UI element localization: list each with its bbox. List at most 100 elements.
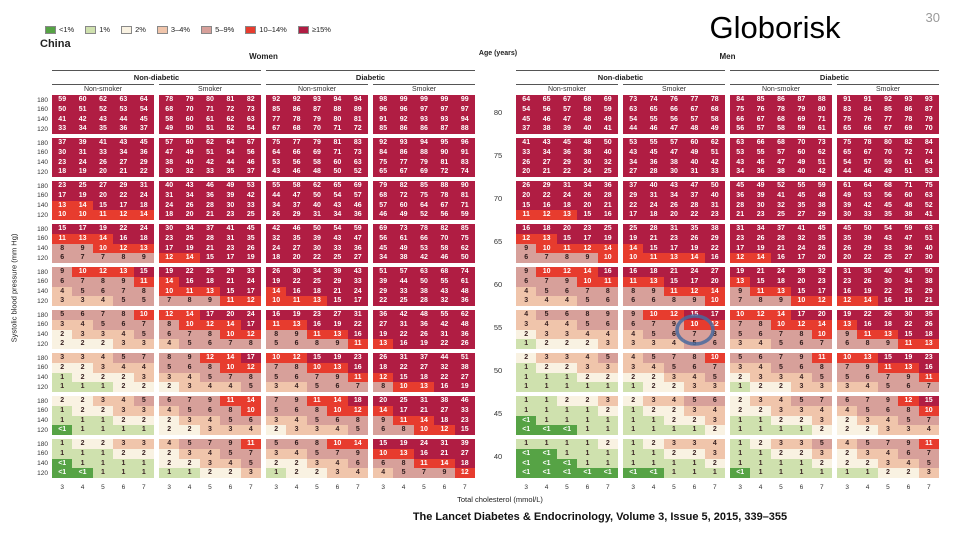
risk-cell: 13 <box>286 319 307 330</box>
risk-cell: 10 <box>597 253 618 263</box>
risk-cell: 83 <box>454 157 475 168</box>
risk-cell: 9 <box>286 396 307 406</box>
group-header: Non-diabetic <box>133 73 180 82</box>
risk-cell: 86 <box>413 124 435 134</box>
risk-cell: 2 <box>266 425 287 435</box>
risk-cell: 92 <box>266 95 287 105</box>
risk-cell: 10 <box>240 405 261 416</box>
risk-cell: 31 <box>220 233 241 244</box>
risk-cell: 6 <box>516 276 537 287</box>
risk-cell: 54 <box>516 104 537 115</box>
chol-tick: 6 <box>692 484 697 491</box>
risk-block-men-nondiabetic-smoker-age-60: 16 18 21 24 27 11 13 15 17 20 8 9 11 12 14 6 6 8 9 10 <box>623 267 725 306</box>
risk-block-women-nondiabetic-smoker-age-70: 40 43 46 49 53 31 34 36 39 42 24 26 28 30 33 18 20 21 23 25 <box>159 181 261 220</box>
risk-cell: 1 <box>92 425 114 435</box>
risk-cell: 59 <box>791 124 812 134</box>
sbp-label: 180 <box>37 225 48 233</box>
risk-cell: 45 <box>516 114 537 125</box>
risk-cell: 1 <box>159 468 180 478</box>
chol-tick: 7 <box>819 484 824 491</box>
risk-cell: 58 <box>286 181 307 191</box>
risk-cell: 2 <box>857 458 878 469</box>
risk-cell: 21 <box>413 405 435 416</box>
legend-label: 10–14% <box>259 25 287 34</box>
chol-tick: 5 <box>565 484 569 491</box>
chol-tick: 5 <box>315 484 319 491</box>
chol-tick: 7 <box>462 484 467 491</box>
risk-cell: 71 <box>327 147 348 158</box>
risk-cell: 17 <box>113 200 134 211</box>
risk-cell: 6 <box>179 362 200 373</box>
risk-cell: 12 <box>240 329 261 340</box>
risk-cell: 86 <box>393 147 414 158</box>
risk-cell: 63 <box>918 190 939 201</box>
risk-cell: 3 <box>877 425 899 435</box>
chol-tick: 3 <box>631 484 635 491</box>
risk-cell: 24 <box>791 243 812 254</box>
risk-block-women-diabetic-nonsmoker-age-45: 7 9 11 14 18 5 6 8 10 12 3 4 5 6 8 2 3 3 4 5 <box>266 396 368 435</box>
risk-cell: 1 <box>750 458 771 469</box>
risk-cell: 86 <box>286 104 307 115</box>
chol-tick: 4 <box>865 484 870 491</box>
risk-cell: 5 <box>577 296 598 306</box>
risk-cell: 33 <box>516 147 537 158</box>
risk-cell: 16 <box>413 448 435 459</box>
risk-cell: 2 <box>684 448 705 459</box>
risk-cell: 57 <box>684 114 705 125</box>
risk-cell: 5 <box>199 372 221 383</box>
risk-cell: 55 <box>266 181 287 191</box>
risk-cell: 64 <box>413 200 435 211</box>
risk-cell: 79 <box>179 95 200 105</box>
risk-cell: 7 <box>770 353 792 363</box>
risk-cell: 36 <box>750 167 771 177</box>
risk-cell: 4 <box>92 296 114 306</box>
risk-cell: 43 <box>179 181 200 191</box>
risk-cell: 26 <box>811 243 832 254</box>
risk-cell: 5 <box>811 439 832 449</box>
chol-tick: 4 <box>401 484 406 491</box>
risk-cell: 3 <box>857 448 878 459</box>
risk-cell: 17 <box>684 276 705 287</box>
risk-cell: 44 <box>623 124 644 134</box>
risk-cell: 1 <box>597 458 618 469</box>
risk-cell: 28 <box>199 200 221 211</box>
sbp-label: 160 <box>37 450 48 458</box>
risk-cell: <1 <box>516 415 537 426</box>
risk-cell: 6 <box>327 382 348 392</box>
risk-cell: 3 <box>684 405 705 416</box>
risk-cell: 42 <box>199 157 221 168</box>
risk-cell: 56 <box>536 104 557 115</box>
risk-cell: 37 <box>684 190 705 201</box>
risk-cell: 28 <box>597 190 618 201</box>
risk-cell: 31 <box>704 200 725 211</box>
risk-cell: 48 <box>454 319 475 330</box>
risk-cell: 71 <box>199 104 221 115</box>
risk-cell: 24 <box>133 190 154 201</box>
risk-cell: 15 <box>643 243 664 254</box>
risk-cell: 60 <box>179 114 200 125</box>
risk-cell: 9 <box>791 353 812 363</box>
risk-cell: 94 <box>413 138 435 148</box>
risk-cell: 2 <box>72 405 93 416</box>
risk-cell: 88 <box>434 181 455 191</box>
sbp-label: 180 <box>37 354 48 362</box>
risk-cell: 42 <box>393 310 414 320</box>
risk-cell: 8 <box>159 319 180 330</box>
risk-cell: 97 <box>434 104 455 115</box>
risk-cell: 29 <box>536 181 557 191</box>
risk-cell: 5 <box>306 415 328 426</box>
risk-cell: 6 <box>240 415 261 426</box>
legend-swatch <box>201 25 213 34</box>
risk-cell: 11 <box>220 296 241 306</box>
risk-cell: 14 <box>327 396 348 406</box>
risk-cell: 1 <box>72 425 93 435</box>
risk-cell: 18 <box>159 210 180 220</box>
risk-block-women-diabetic-smoker-age-45: 20 25 31 38 46 14 17 21 27 33 9 11 14 18 23 6 8 10 12 15 <box>373 396 475 435</box>
risk-cell: 5 <box>918 458 939 469</box>
risk-cell: 81 <box>347 114 368 125</box>
risk-cell: 53 <box>730 147 751 158</box>
risk-cell: 18 <box>898 296 919 306</box>
risk-cell: 14 <box>704 286 725 297</box>
risk-cell: 48 <box>577 114 598 125</box>
risk-cell: 30 <box>918 253 939 263</box>
